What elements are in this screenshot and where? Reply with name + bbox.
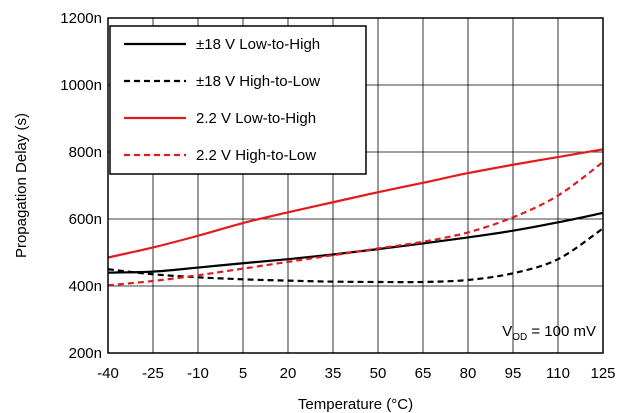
x-tick-label: 80 [460, 365, 477, 382]
x-tick-label: 50 [370, 365, 387, 382]
x-tick-label: 125 [590, 365, 615, 382]
y-axis-title: Propagation Delay (s) [13, 113, 30, 258]
annotation-rest: = 100 mV [527, 323, 596, 340]
y-tick-label: 1200n [60, 10, 102, 27]
y-tick-label: 600n [69, 211, 102, 228]
x-tick-label: -25 [142, 365, 164, 382]
x-tick-label: -40 [97, 365, 119, 382]
plot-frame [107, 17, 604, 354]
y-tick-label: 400n [69, 278, 102, 295]
legend-label-3: 2.2 V Low-to-High [196, 110, 316, 127]
series-line-3 [107, 148, 604, 259]
series-line-4 [107, 161, 604, 287]
x-axis-title: Temperature (°C) [298, 396, 413, 413]
x-tick-label: -10 [187, 365, 209, 382]
vod-annotation: VOD = 100 mV [502, 323, 596, 343]
x-tick-label: 35 [325, 365, 342, 382]
legend-label-4: 2.2 V High-to-Low [196, 147, 316, 164]
legend: ±18 V Low-to-High ±18 V High-to-Low 2.2 V … [109, 25, 367, 175]
x-tick-labels: -40 -25 -10 5 20 35 50 65 80 95 110 125 [97, 365, 615, 382]
x-tick-label: 65 [415, 365, 432, 382]
legend-label-1: ±18 V Low-to-High [196, 36, 320, 53]
legend-box [109, 25, 367, 175]
x-tick-label: 110 [546, 365, 570, 382]
y-tick-labels: 200n 400n 600n 800n 1000n 1200n [60, 10, 102, 362]
x-tick-label: 20 [280, 365, 297, 382]
y-tick-label: 1000n [60, 77, 102, 94]
annotation-subscript: OD [512, 332, 527, 343]
legend-label-2: ±18 V High-to-Low [196, 73, 320, 90]
annotation-main: V [502, 323, 512, 340]
y-tick-label: 200n [69, 345, 102, 362]
series-lines [107, 148, 604, 287]
y-tick-label: 800n [69, 144, 102, 161]
x-tick-label: 5 [239, 365, 247, 382]
series-line-1 [107, 211, 604, 274]
x-tick-label: 95 [505, 365, 522, 382]
